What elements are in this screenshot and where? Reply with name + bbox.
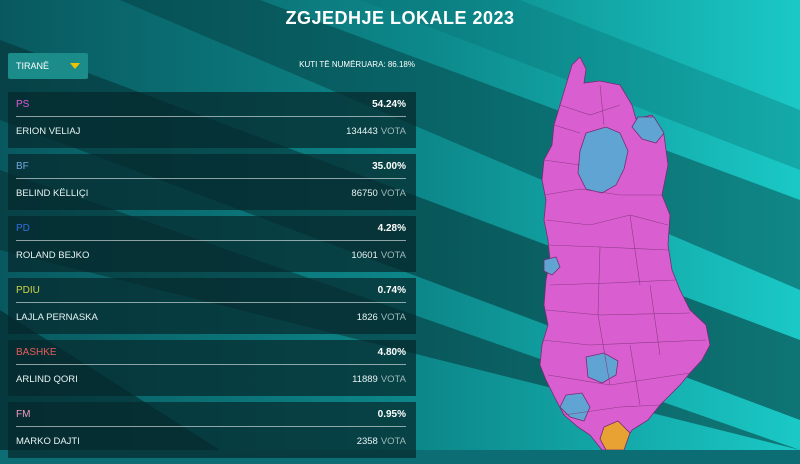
map-region-bf-center	[585, 352, 619, 384]
party-name: PD	[16, 222, 30, 234]
party-name: PS	[16, 98, 30, 110]
map-region-other-south	[599, 420, 631, 450]
result-card-pdiu: PDIU 0.74% LAJLA PERNASKA 1826 VOTA	[8, 278, 416, 334]
party-percent: 35.00%	[372, 160, 406, 172]
results-list: PS 54.24% ERION VELIAJ 134443 VOTA BF 35.…	[8, 92, 416, 464]
result-card-bf: BF 35.00% BELIND KËLLIÇI 86750 VOTA	[8, 154, 416, 210]
candidate-name: BELIND KËLLIÇI	[16, 187, 89, 199]
page-title: ZGJEDHJE LOKALE 2023	[285, 8, 515, 28]
vote-count: 2358 VOTA	[356, 435, 406, 447]
party-percent: 4.28%	[377, 222, 406, 234]
albania-results-map	[539, 56, 711, 450]
party-percent: 4.80%	[377, 346, 406, 358]
map-outline	[539, 56, 711, 450]
party-name: PDIU	[16, 284, 40, 296]
party-name: FM	[16, 408, 31, 420]
map-region-bf-north	[577, 126, 629, 194]
result-card-fm: FM 0.95% MARKO DAJTI 2358 VOTA	[8, 402, 416, 458]
vote-count: 1826 VOTA	[356, 311, 406, 323]
candidate-name: MARKO DAJTI	[16, 435, 80, 447]
party-percent: 54.24%	[372, 98, 406, 110]
candidate-name: ROLAND BEJKO	[16, 249, 90, 261]
map-region-bf-south	[559, 392, 591, 422]
candidate-name: ERION VELIAJ	[16, 125, 81, 137]
party-percent: 0.95%	[377, 408, 406, 420]
counted-boxes-label: KUTI TË NUMËRUARA: 86.18%	[299, 60, 415, 69]
vote-count: 10601 VOTA	[351, 249, 406, 261]
result-card-pd: PD 4.28% ROLAND BEJKO 10601 VOTA	[8, 216, 416, 272]
dropdown-selected-value: TIRANË	[16, 61, 50, 71]
party-name: BASHKE	[16, 346, 57, 358]
party-name: BF	[16, 160, 29, 172]
municipality-borders	[541, 84, 707, 416]
map-region-bf-northeast	[631, 116, 665, 144]
vote-count: 134443 VOTA	[346, 125, 406, 137]
vote-count: 11889 VOTA	[352, 373, 406, 385]
party-percent: 0.74%	[377, 284, 406, 296]
vote-count: 86750 VOTA	[351, 187, 406, 199]
municipality-dropdown[interactable]: TIRANË	[8, 53, 88, 79]
result-card-bashke: BASHKE 4.80% ARLIND QORI 11889 VOTA	[8, 340, 416, 396]
map-region-bf-west	[543, 256, 561, 276]
result-card-ps: PS 54.24% ERION VELIAJ 134443 VOTA	[8, 92, 416, 148]
candidate-name: LAJLA PERNASKA	[16, 311, 98, 323]
chevron-down-icon	[70, 63, 80, 69]
candidate-name: ARLIND QORI	[16, 373, 78, 385]
